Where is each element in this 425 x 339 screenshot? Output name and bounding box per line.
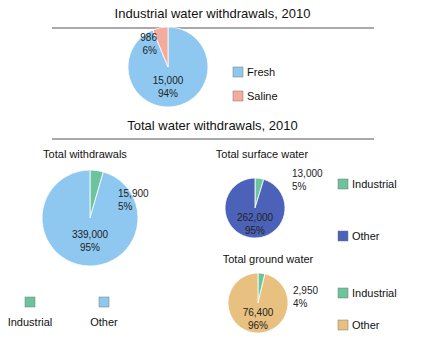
data-label: 15,000 [153,75,184,86]
pie-slice [225,178,285,238]
legend-label: Other [352,230,380,242]
legend-swatch [338,320,348,330]
percent-label: 95% [80,242,100,253]
legend-label: Fresh [247,66,275,78]
pie-slice [228,273,288,333]
data-label: 2,950 [293,285,318,296]
legend-swatch [99,297,109,307]
data-label: 339,000 [72,229,109,240]
legend-swatch [338,288,348,298]
pie-chart: Total water withdrawals, 2010 Total withd… [8,118,374,328]
slices [225,178,285,238]
legend: Industrial Other [8,297,118,328]
percent-label: 5% [118,201,133,212]
legend-label: Industrial [352,287,397,299]
percent-label: 5% [292,181,307,192]
legend-label: Other [90,316,118,328]
title-rule [52,28,374,29]
legend-label: Other [352,319,380,331]
chart-subtitle: Total withdrawals [43,148,127,160]
data-label: 15,900 [118,188,149,199]
legend-label: Industrial [352,178,397,190]
pie-slice [42,170,138,266]
chart-root: Industrial water withdrawals, 2010 15,000… [0,0,425,339]
chart-subtitle: Total surface water [216,148,309,160]
pie-chart: Total surface water 13,000 5% 262,000 95% Ind… [216,148,397,242]
legend: Industrial Other [338,178,397,242]
legend-swatch [25,297,35,307]
chart-subtitle: Total ground water [223,253,314,265]
pie-chart: Industrial water withdrawals, 2010 15,000… [52,6,374,107]
data-label: 986 [140,32,157,43]
chart-title: Total water withdrawals, 2010 [127,118,298,133]
percent-label: 96% [248,320,268,331]
percent-label: 6% [143,45,158,56]
data-label: 262,000 [237,212,274,223]
percent-label: 94% [158,88,178,99]
legend-label: Saline [247,90,278,102]
legend-swatch [338,179,348,189]
data-label: 76,400 [243,307,274,318]
legend: Fresh Saline [233,66,278,102]
percent-label: 95% [245,225,265,236]
data-label: 13,000 [292,168,323,179]
title-rule [52,139,374,140]
percent-label: 4% [293,298,308,309]
chart-title: Industrial water withdrawals, 2010 [115,6,311,21]
legend-swatch [233,67,243,77]
legend-label: Industrial [8,316,53,328]
pie-chart: Total ground water 2,950 4% 76,400 96% Indust… [223,253,397,333]
legend-swatch [338,231,348,241]
slices [228,273,288,333]
slices [42,170,138,266]
slices [128,27,208,107]
legend-swatch [233,91,243,101]
pie-slice [128,27,208,107]
legend: Industrial Other [338,287,397,331]
